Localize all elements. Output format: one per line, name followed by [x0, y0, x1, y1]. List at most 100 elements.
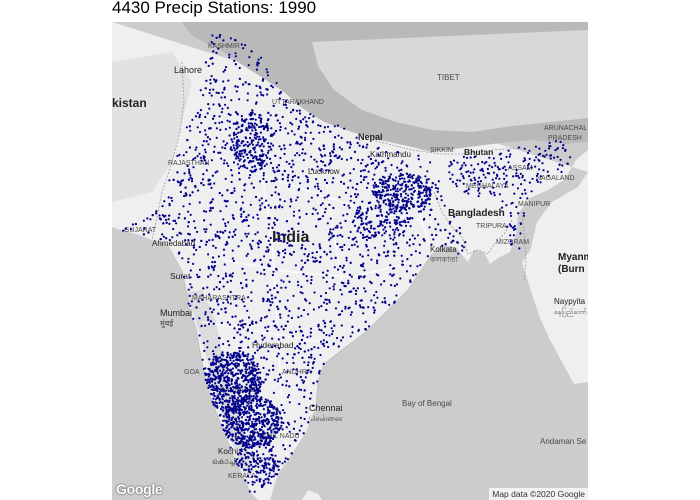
station-point — [245, 285, 248, 288]
station-point — [295, 199, 298, 202]
station-point — [201, 358, 204, 361]
station-point — [224, 147, 227, 150]
station-point — [189, 283, 192, 286]
station-point — [258, 135, 261, 138]
station-point — [245, 401, 248, 404]
station-point — [230, 419, 233, 422]
station-point — [265, 250, 268, 253]
station-point — [256, 406, 259, 409]
station-point — [215, 136, 218, 139]
station-point — [340, 226, 343, 229]
station-point — [228, 126, 231, 129]
station-point — [252, 157, 255, 160]
station-point — [263, 436, 266, 439]
station-point — [387, 186, 390, 189]
station-point — [210, 363, 213, 367]
station-point — [176, 234, 179, 237]
station-point — [263, 336, 266, 339]
station-point — [230, 426, 233, 429]
station-point — [509, 225, 513, 228]
station-point — [184, 186, 187, 189]
station-point — [189, 269, 192, 272]
station-point — [377, 161, 380, 164]
station-point — [243, 468, 246, 471]
station-point — [189, 213, 192, 216]
station-point — [274, 324, 277, 327]
station-point — [364, 217, 367, 220]
station-point — [210, 75, 213, 78]
station-point — [259, 469, 263, 472]
station-point — [454, 182, 458, 185]
station-point — [332, 285, 335, 288]
station-point — [292, 210, 296, 213]
station-point — [263, 470, 266, 473]
station-point — [341, 235, 344, 238]
station-point — [221, 423, 224, 427]
map-viewport[interactable]: KASHMIR Lahore kistan TIBET UTTARAKHAND … — [112, 22, 588, 500]
station-point — [228, 323, 231, 326]
station-point — [294, 347, 297, 350]
station-point — [296, 432, 299, 436]
station-point — [515, 169, 518, 172]
station-point — [388, 176, 391, 180]
station-point — [262, 366, 265, 369]
station-point — [329, 320, 333, 323]
label-kashmir: KASHMIR — [208, 43, 240, 50]
station-point — [239, 408, 242, 411]
station-point — [201, 144, 204, 147]
station-point — [242, 326, 245, 329]
station-point — [251, 111, 254, 114]
station-point — [275, 412, 278, 415]
station-point — [261, 404, 264, 408]
station-point — [272, 414, 275, 417]
station-point — [213, 260, 216, 264]
station-point — [226, 119, 229, 122]
station-point — [378, 254, 381, 257]
station-point — [239, 154, 242, 158]
station-point — [275, 178, 278, 181]
station-point — [434, 183, 437, 186]
station-point — [452, 235, 455, 238]
station-point — [243, 272, 246, 275]
station-point — [214, 122, 217, 125]
station-point — [378, 224, 381, 227]
label-rajasthan: RAJASTHAN — [168, 160, 210, 167]
station-point — [293, 353, 296, 356]
map-attribution[interactable]: Map data ©2020 Google — [489, 488, 588, 500]
station-point — [385, 211, 388, 214]
station-point — [301, 266, 304, 269]
station-point — [233, 149, 236, 152]
label-assam: ASSAM — [508, 165, 533, 172]
station-point — [425, 191, 428, 194]
station-point — [240, 359, 243, 362]
station-point — [236, 458, 239, 461]
station-point — [302, 308, 306, 312]
station-point — [211, 362, 214, 365]
station-point — [254, 438, 257, 441]
station-point — [252, 443, 255, 446]
station-point — [456, 241, 459, 244]
station-point — [535, 179, 539, 182]
station-point — [252, 409, 255, 412]
station-point — [161, 205, 164, 208]
station-point — [192, 246, 195, 249]
station-point — [222, 277, 225, 280]
station-point — [299, 291, 302, 294]
station-point — [387, 157, 390, 160]
label-kathmandu: Kathmandu — [370, 150, 411, 159]
station-point — [262, 453, 265, 456]
station-point — [172, 227, 175, 231]
station-point — [254, 131, 257, 134]
station-point — [237, 245, 240, 248]
station-point — [238, 356, 241, 359]
station-point — [241, 286, 244, 289]
station-point — [232, 161, 236, 164]
station-point — [188, 233, 191, 236]
station-point — [280, 403, 283, 407]
station-point — [254, 382, 257, 385]
station-point — [234, 157, 238, 160]
station-point — [249, 136, 252, 140]
station-point — [265, 180, 268, 183]
station-point — [232, 359, 235, 362]
station-point — [209, 78, 212, 81]
